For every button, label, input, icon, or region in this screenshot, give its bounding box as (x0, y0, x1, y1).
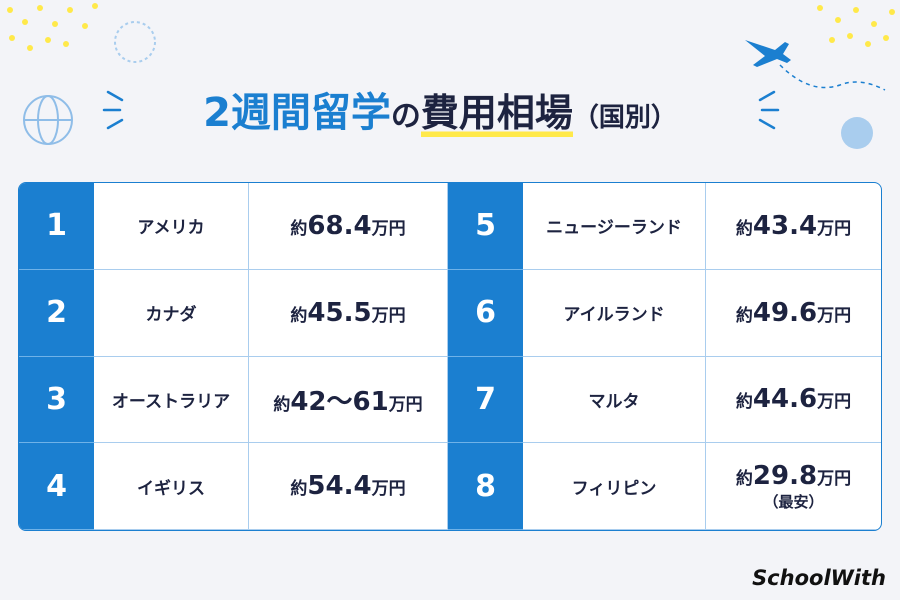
price-note: （最安） (763, 492, 824, 511)
price-amount: 54.4 (307, 471, 372, 502)
price-line: 約44.6万円 (736, 384, 851, 414)
price-unit: 万円 (817, 305, 852, 326)
price-line: 約42〜61万円 (273, 381, 422, 418)
price-prefix: 約 (290, 479, 308, 500)
price-prefix: 約 (735, 305, 753, 326)
price-unit: 万円 (817, 218, 852, 239)
country: カナダ (94, 269, 249, 357)
price: 約45.5万円 (249, 269, 448, 357)
price-amount: 42〜61 (290, 386, 389, 417)
country: フィリピン (523, 443, 706, 530)
rank: 4 (19, 443, 94, 530)
price-amount: 45.5 (307, 297, 372, 328)
price-line: 約68.4万円 (290, 211, 405, 241)
price-unit: 万円 (817, 468, 852, 489)
price-line: 約45.5万円 (290, 298, 405, 328)
rank: 8 (448, 443, 523, 530)
price-prefix: 約 (290, 305, 308, 326)
price-prefix: 約 (735, 468, 753, 489)
logo: SchoolWith (752, 566, 886, 590)
price-prefix: 約 (735, 218, 753, 239)
price-prefix: 約 (273, 394, 291, 415)
rank: 7 (448, 356, 523, 444)
rank: 3 (19, 356, 94, 444)
price-line: 約54.4万円 (290, 471, 405, 501)
price-amount: 49.6 (752, 297, 818, 328)
title-main: 費用相場 (420, 91, 573, 143)
country: オーストラリア (94, 356, 249, 444)
price: 約49.6万円 (706, 270, 881, 357)
price: 約43.4万円 (706, 183, 881, 270)
price-amount: 29.8 (752, 460, 818, 491)
price-line: 約29.8万円 (736, 461, 851, 491)
title-particle: の (390, 99, 421, 134)
rank: 2 (19, 269, 94, 357)
price: 約68.4万円 (249, 183, 448, 270)
rank: 6 (448, 269, 523, 357)
price: 約29.8万円 （最安） (706, 443, 881, 530)
rank: 1 (19, 183, 94, 270)
price-unit: 万円 (388, 394, 423, 415)
country: アイルランド (523, 269, 706, 357)
title: 2週間留学の費用相場（国別） (0, 80, 880, 143)
price-unit: 万円 (371, 305, 406, 326)
title-suffix: （国別） (572, 103, 677, 133)
price-amount: 43.4 (752, 210, 818, 241)
price-prefix: 約 (290, 218, 308, 239)
price-table: 1 アメリカ 約68.4万円 2 カナダ 約45.5万円 3 オーストラリア 約42〜61万円 4… (18, 182, 882, 531)
price-line: 約43.4万円 (736, 211, 851, 241)
price-line: 約49.6万円 (736, 298, 851, 328)
rank: 5 (448, 183, 523, 270)
country: イギリス (94, 443, 249, 530)
country: アメリカ (94, 183, 249, 270)
price: 約54.4万円 (249, 443, 448, 530)
price-prefix: 約 (735, 392, 753, 413)
price-amount: 68.4 (307, 210, 372, 241)
country: マルタ (523, 356, 706, 444)
title-highlight: 2週間留学 (203, 90, 391, 136)
price-unit: 万円 (371, 479, 406, 500)
price: 約44.6万円 (706, 357, 881, 444)
price-unit: 万円 (371, 218, 406, 239)
price-amount: 44.6 (752, 384, 818, 415)
country: ニュージーランド (523, 183, 706, 270)
price-unit: 万円 (817, 392, 852, 413)
price: 約42〜61万円 (249, 356, 448, 444)
